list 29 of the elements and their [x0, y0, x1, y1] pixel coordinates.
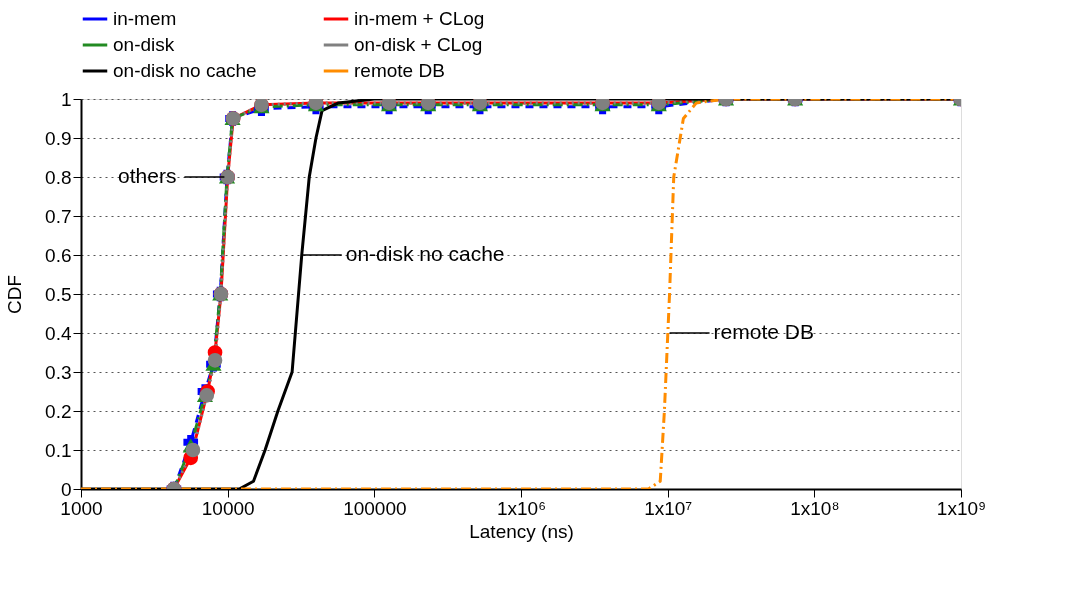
y-tick-label: 0.5: [45, 283, 72, 305]
y-tick-label: 0.6: [45, 244, 72, 266]
x-tick-label: 1x10⁹: [936, 497, 987, 519]
y-axis-title: CDF: [4, 274, 26, 315]
legend-label: in-mem: [113, 8, 177, 29]
y-tick-label: 0.4: [45, 322, 72, 344]
x-tick-label: 1x10⁶: [496, 497, 547, 519]
y-tick-label: 0.7: [45, 205, 72, 227]
y-tick-label: 0: [60, 478, 72, 500]
legend-label: on-disk + CLog: [354, 34, 483, 55]
legend-label: on-disk: [113, 34, 175, 55]
x-tick-label: 100000: [343, 497, 407, 519]
annotation: remote DB: [713, 320, 814, 343]
y-tick-label: 0.2: [45, 400, 72, 422]
y-tick-label: 0.1: [45, 439, 72, 461]
y-tick-label: 0.9: [45, 127, 72, 149]
legend-label: in-mem + CLog: [354, 8, 485, 29]
legend-label: remote DB: [354, 60, 445, 81]
x-tick-label: 1x10⁷: [644, 497, 693, 519]
x-tick-label: 10000: [201, 497, 255, 519]
legend-label: on-disk no cache: [113, 60, 257, 81]
y-tick-label: 1: [60, 88, 72, 110]
y-tick-label: 0.3: [45, 361, 72, 383]
x-tick-label: 1x10⁸: [790, 497, 840, 519]
y-tick-label: 0.8: [45, 166, 72, 188]
x-tick-label: 1000: [60, 497, 103, 519]
x-axis-title: Latency (ns): [469, 520, 574, 542]
annotation: others: [118, 164, 177, 187]
annotation: on-disk no cache: [345, 242, 505, 265]
